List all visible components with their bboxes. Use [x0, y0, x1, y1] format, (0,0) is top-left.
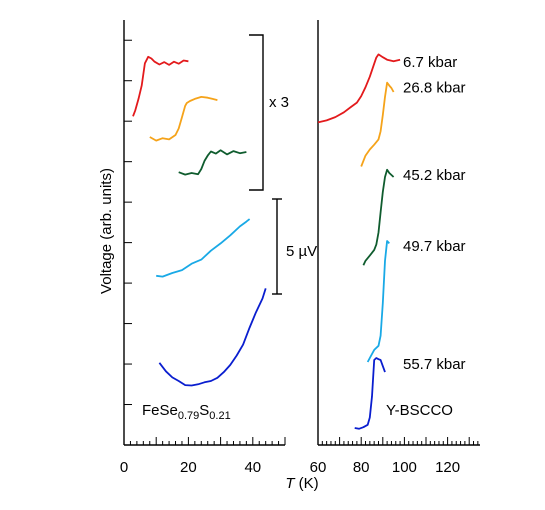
x-tick-label: 100 — [392, 459, 417, 476]
series-line-3 — [178, 149, 247, 176]
series-line-1 — [132, 55, 189, 117]
series-label: 45.2 kbar — [403, 167, 466, 184]
y-axis-label: Voltage (arb. units) — [98, 168, 115, 294]
series-line-1 — [317, 53, 401, 124]
series-line-2 — [360, 81, 395, 167]
x-tick-label: 20 — [180, 459, 197, 476]
series-line-4 — [366, 240, 390, 363]
series-line-2 — [149, 96, 218, 142]
left-panel: 0 20 40 — [120, 20, 286, 476]
x-axis-label: T (K) — [285, 475, 318, 492]
series-label: 6.7 kbar — [403, 54, 457, 71]
right-sample-label: Y-BSCCO — [386, 402, 453, 419]
left-sample-label: FeSe0.79S0.21 — [142, 402, 231, 422]
x-tick-label: 0 — [120, 459, 128, 476]
voltage-scale-bar — [272, 198, 282, 295]
scale-factor-label: x 3 — [269, 94, 289, 111]
series-label: 55.7 kbar — [403, 356, 466, 373]
series-label: 26.8 kbar — [403, 80, 466, 97]
voltage-scale-label: 5 µV — [286, 243, 317, 260]
series-line-5 — [354, 357, 386, 430]
x-tick-label: 120 — [435, 459, 460, 476]
right-panel: 60 80 100 120 6.7 kbar 26.8 kbar 45.2 kbar 49.7… — [310, 20, 480, 476]
series-line-5 — [158, 288, 267, 387]
series-line-3 — [362, 168, 395, 266]
scale-bracket-x3 — [249, 34, 264, 191]
x-tick-label: 60 — [310, 459, 327, 476]
x-tick-label: 80 — [353, 459, 370, 476]
x-tick-label: 40 — [244, 459, 261, 476]
series-label: 49.7 kbar — [403, 238, 466, 255]
series-line-4 — [156, 218, 251, 278]
